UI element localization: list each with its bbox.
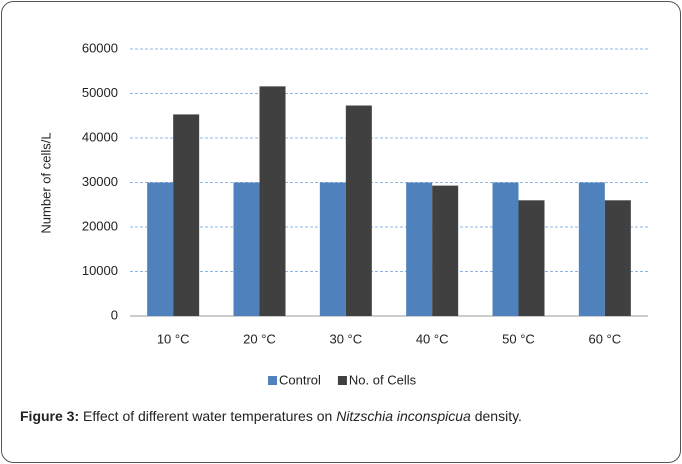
y-axis-label: Number of cells/L — [38, 132, 53, 233]
y-tick-label: 50000 — [82, 85, 118, 100]
bar — [578, 182, 605, 316]
bar — [259, 86, 286, 316]
legend-swatch — [337, 376, 347, 385]
caption-end: density. — [474, 408, 522, 424]
x-tick-label: 60 °C — [588, 331, 621, 346]
caption-species: Nitzschia inconspicua — [336, 408, 471, 424]
y-tick-label: 0 — [111, 307, 118, 322]
legend-swatch — [268, 376, 277, 385]
bar — [147, 182, 174, 316]
bar — [518, 200, 545, 316]
caption-label: Figure 3: — [20, 408, 80, 424]
bar — [319, 182, 346, 316]
caption-text: Effect of different water temperatures o… — [83, 408, 333, 424]
x-tick-label: 50 °C — [502, 331, 535, 346]
y-tick-label: 60000 — [82, 40, 118, 55]
caption: Figure 3: Effect of different water temp… — [20, 406, 650, 426]
bar — [233, 182, 260, 316]
bar — [432, 185, 459, 316]
legend-label: No. of Cells — [349, 372, 417, 387]
x-tick-label: 30 °C — [329, 331, 362, 346]
bar — [604, 200, 631, 316]
bar — [492, 182, 519, 316]
bar — [345, 105, 372, 316]
y-tick-label: 40000 — [82, 129, 118, 144]
bar — [173, 114, 200, 316]
y-tick-label: 30000 — [82, 174, 118, 189]
x-tick-label: 40 °C — [416, 331, 449, 346]
legend-label: Control — [279, 372, 321, 387]
bar — [406, 182, 433, 316]
y-tick-label: 20000 — [82, 218, 118, 233]
x-tick-label: 20 °C — [243, 331, 276, 346]
y-tick-label: 10000 — [82, 263, 118, 278]
x-tick-label: 10 °C — [157, 331, 190, 346]
